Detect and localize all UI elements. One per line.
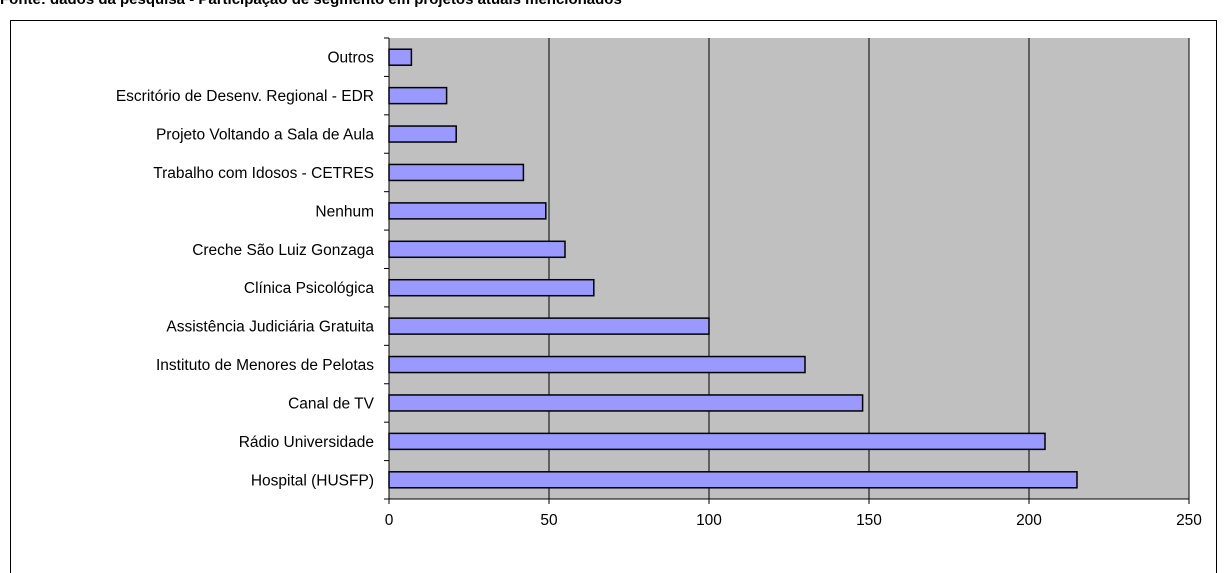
bar	[388, 471, 1078, 489]
bar	[388, 48, 413, 66]
chart-title: Fonte: dados da pesquisa - Participação …	[0, 0, 1227, 10]
category-label: Rádio Universidade	[239, 434, 374, 451]
bar	[388, 278, 595, 297]
bar	[388, 86, 448, 105]
axes	[384, 37, 1190, 504]
bar	[388, 394, 864, 412]
bar	[388, 317, 710, 335]
category-label: Canal de TV	[288, 395, 375, 412]
bar	[388, 125, 457, 143]
category-label: Clínica Psicológica	[244, 280, 374, 297]
bar	[388, 432, 1046, 451]
x-tick-label: 250	[1176, 512, 1202, 529]
category-label: Creche São Luiz Gonzaga	[192, 242, 374, 259]
x-tick-label: 50	[540, 512, 558, 529]
category-label: Escritório de Desenv. Regional - EDR	[116, 88, 374, 105]
category-label: Trabalho com Idosos - CETRES	[153, 165, 374, 182]
category-label: Hospital (HUSFP)	[251, 472, 374, 489]
category-labels: Hospital (HUSFP) Rádio Universidade Canal …	[116, 50, 375, 490]
category-label: Projeto Voltando a Sala de Aula	[156, 127, 374, 144]
category-label: Nenhum	[315, 203, 374, 220]
bar	[388, 202, 547, 220]
category-label: Assistência Judiciária Gratuita	[166, 319, 374, 336]
x-tick-label: 150	[856, 512, 882, 529]
bar	[388, 355, 806, 374]
plot-area	[389, 38, 1189, 499]
x-tick-label: 200	[1016, 512, 1042, 529]
gridlines	[548, 38, 1190, 499]
x-tick-label: 0	[385, 512, 394, 529]
bar	[388, 240, 566, 259]
category-label: Instituto de Menores de Pelotas	[156, 357, 374, 374]
x-tick-label: 100	[696, 512, 722, 529]
x-tick-labels: 0 50 100 150 200 250	[385, 512, 1203, 529]
category-label: Outros	[327, 50, 374, 67]
bar	[388, 163, 525, 182]
